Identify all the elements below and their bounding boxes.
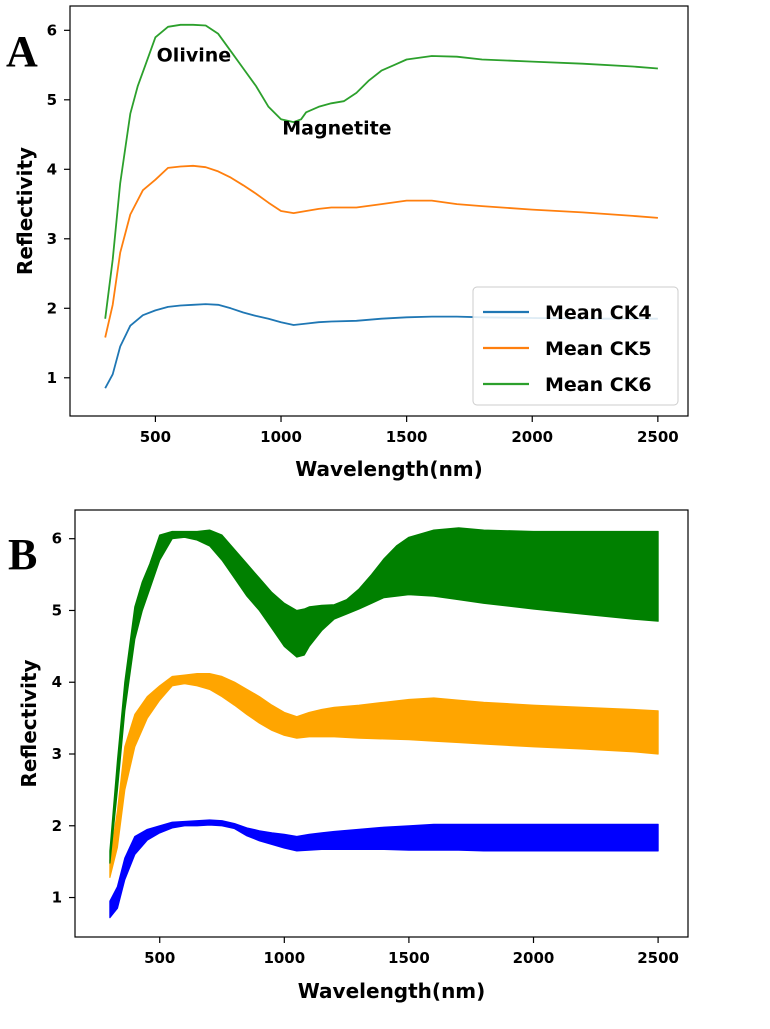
plot-frame <box>69 5 689 417</box>
y-tick-label: 6 <box>52 530 62 548</box>
x-tick-label: 2000 <box>511 428 553 446</box>
y-tick-label: 4 <box>52 673 62 691</box>
annotation-magnetite: Magnetite <box>282 118 391 140</box>
x-tick-label: 2000 <box>513 949 555 967</box>
x-tick-label: 1500 <box>386 428 428 446</box>
series-line-mean-ck4 <box>104 303 658 389</box>
x-tick-label: 2500 <box>637 949 679 967</box>
legend <box>472 286 679 406</box>
y-tick-label: 5 <box>52 601 62 619</box>
x-tick-label: 500 <box>140 428 171 446</box>
chart-b: 500 1000 1500 2000 2500 1 2 3 4 5 6 Wavelength(nm) R… <box>17 509 689 1003</box>
legend-label: Mean CK6 <box>545 374 652 396</box>
chart-a: 500 1000 1500 2000 2500 1 2 3 4 5 6 Wavelength(nm) R… <box>13 5 689 481</box>
y-tick-label: 2 <box>52 817 62 835</box>
y-tick-label: 3 <box>47 230 57 248</box>
y-tick-label: 2 <box>47 299 57 317</box>
series-line-mean-ck5 <box>104 164 658 338</box>
panel-label-a: A <box>6 27 38 76</box>
y-tick-label: 3 <box>52 745 62 763</box>
x-tick-label: 1000 <box>263 949 305 967</box>
y-tick-label: 5 <box>47 91 57 109</box>
band-ck4-range <box>109 819 659 919</box>
x-tick-label: 2500 <box>637 428 679 446</box>
x-tick-label: 1000 <box>260 428 302 446</box>
y-axis-label: Reflectivity <box>13 147 37 275</box>
x-axis-label: Wavelength(nm) <box>298 979 486 1003</box>
x-axis-label: Wavelength(nm) <box>295 457 483 481</box>
x-tick-label: 1500 <box>388 949 430 967</box>
panel-label-b: B <box>8 530 37 579</box>
legend-label: Mean CK4 <box>545 302 652 324</box>
y-tick-label: 4 <box>47 160 57 178</box>
series-line-mean-ck6 <box>104 23 658 319</box>
y-tick-label: 1 <box>47 369 57 387</box>
legend-label: Mean CK5 <box>545 338 652 360</box>
y-tick-label: 1 <box>52 889 62 907</box>
y-axis-label: Reflectivity <box>17 659 41 787</box>
y-tick-label: 6 <box>47 21 57 39</box>
annotation-olivine: Olivine <box>157 45 232 67</box>
band-ck5-range <box>109 672 659 879</box>
plot-frame <box>74 509 689 938</box>
x-tick-label: 500 <box>144 949 175 967</box>
band-ck6-range <box>109 527 659 864</box>
